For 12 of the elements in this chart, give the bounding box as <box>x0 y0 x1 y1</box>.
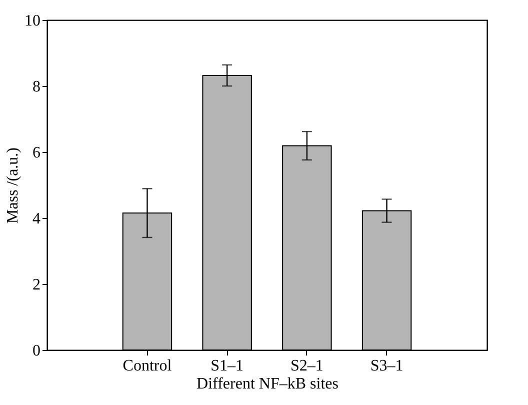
x-tick-label: S3–1 <box>370 358 404 374</box>
y-axis-title: Mass /(a.u.) <box>4 148 22 224</box>
y-tick-label: 2 <box>32 276 40 294</box>
x-tick-label: S1–1 <box>210 358 244 374</box>
y-tick-label: 6 <box>32 144 40 162</box>
y-tick-label: 10 <box>24 12 40 30</box>
x-tick-label: Control <box>122 358 172 374</box>
y-tick-label: 8 <box>32 78 40 96</box>
x-tick-label: S2–1 <box>290 358 324 374</box>
y-tick-label: 0 <box>32 342 40 360</box>
x-axis-title: Different NF–kB sites <box>196 376 338 392</box>
y-tick-label: 4 <box>32 210 40 228</box>
